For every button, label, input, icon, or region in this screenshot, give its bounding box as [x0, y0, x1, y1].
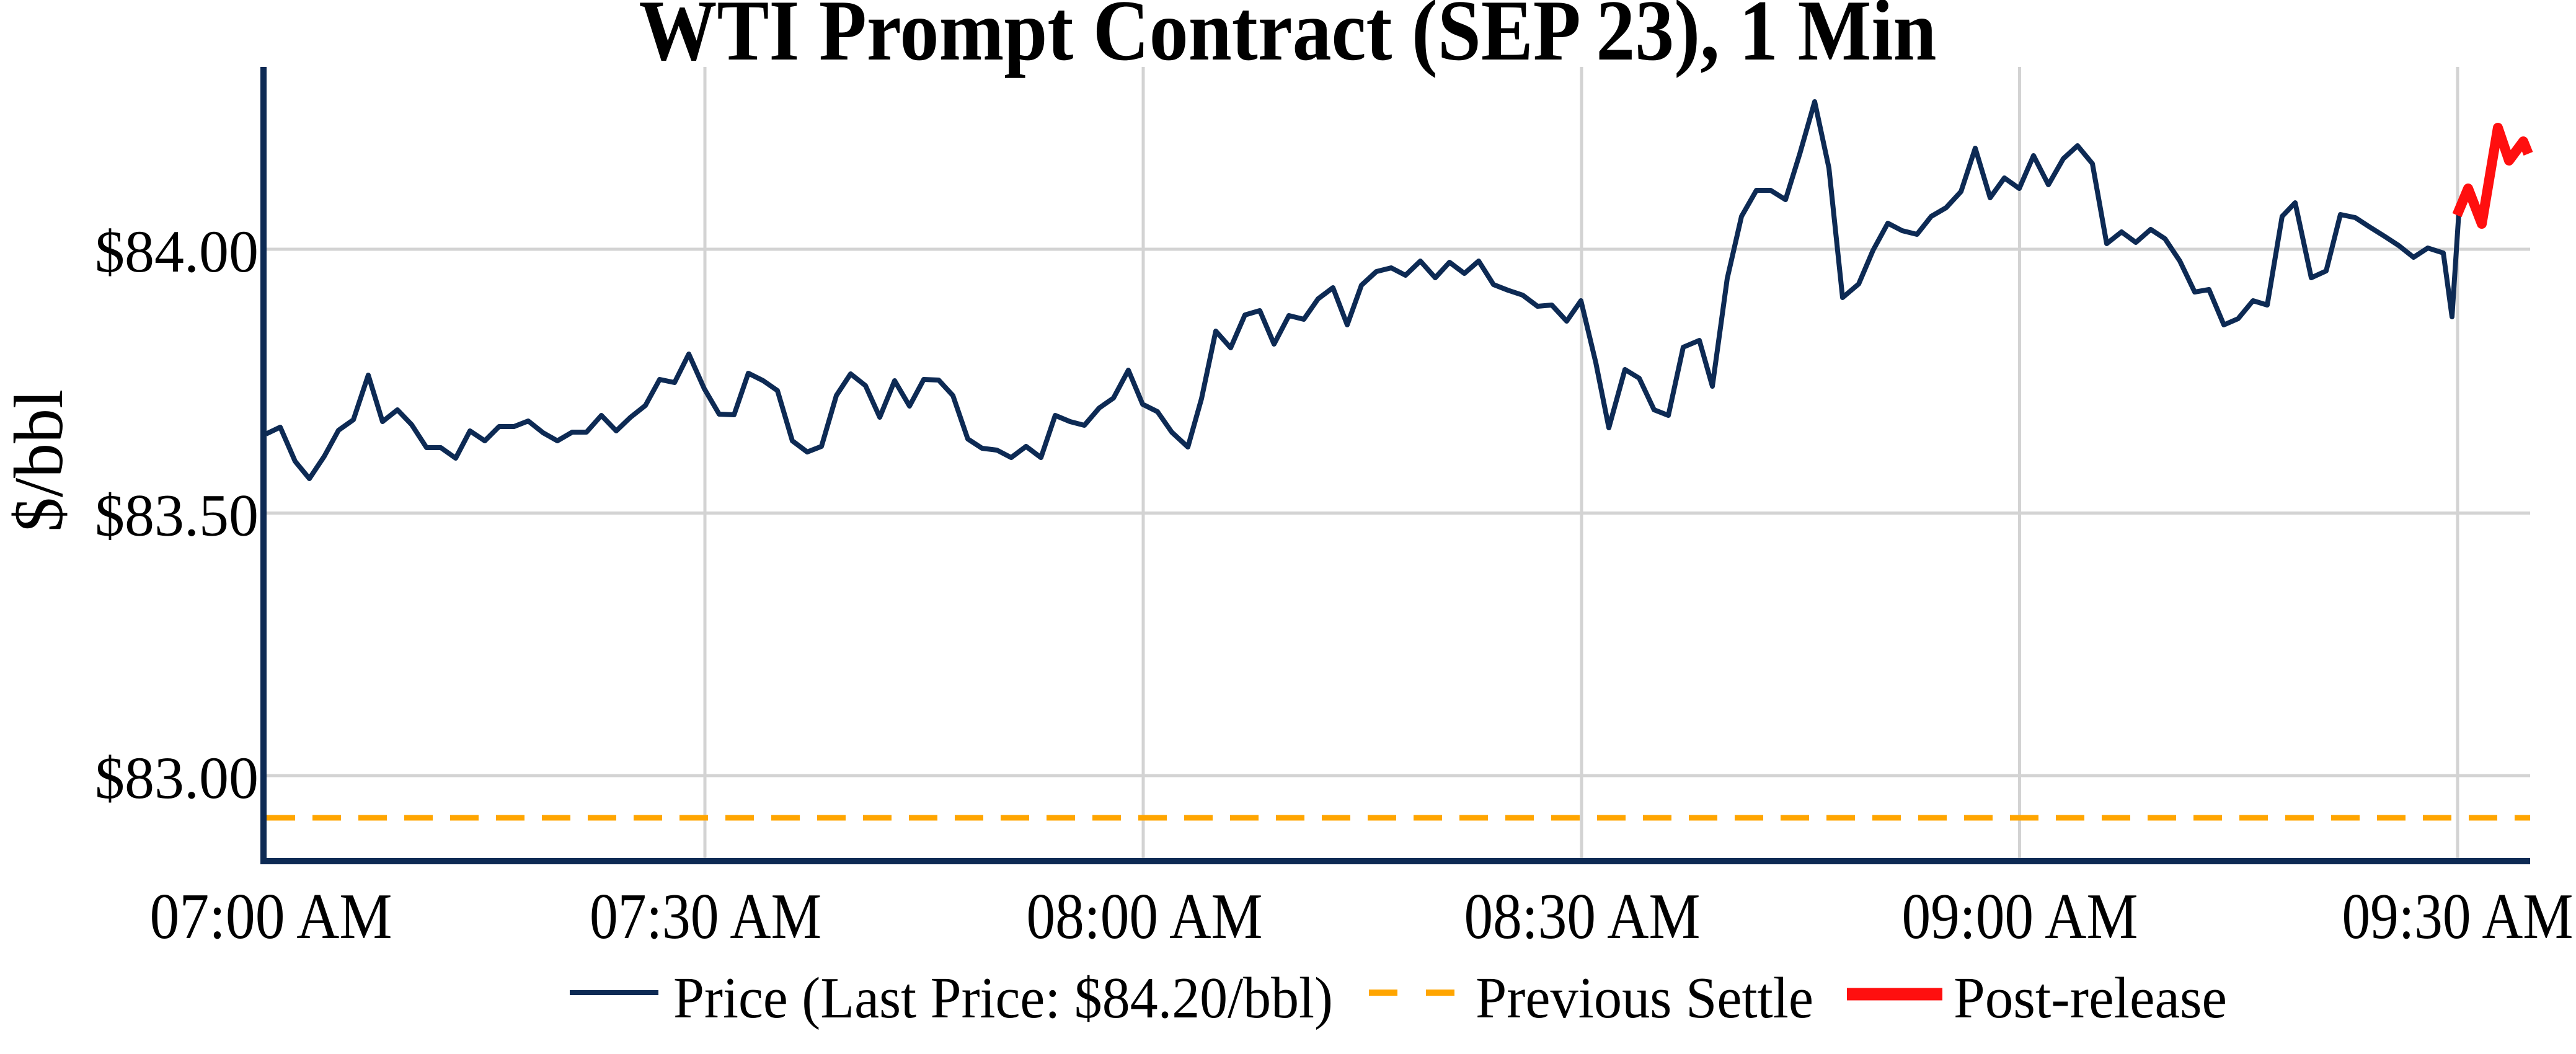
svg-text:09:30 AM: 09:30 AM: [2342, 880, 2574, 952]
svg-text:08:00 AM: 08:00 AM: [1027, 880, 1263, 952]
svg-text:07:00 AM: 07:00 AM: [150, 880, 392, 952]
svg-text:09:00 AM: 09:00 AM: [1902, 880, 2138, 952]
svg-text:WTI Prompt Contract (SEP 23),: WTI Prompt Contract (SEP 23), 1 Min: [639, 0, 1937, 79]
svg-text:$83.50: $83.50: [95, 482, 259, 549]
svg-text:Post-release: Post-release: [1954, 966, 2227, 1030]
svg-text:$/bbl: $/bbl: [1, 389, 77, 532]
svg-text:Previous Settle: Previous Settle: [1476, 966, 1813, 1030]
svg-text:08:30 AM: 08:30 AM: [1464, 880, 1701, 952]
svg-text:07:30 AM: 07:30 AM: [590, 880, 821, 952]
svg-text:$84.00: $84.00: [95, 218, 259, 285]
svg-text:$83.00: $83.00: [95, 745, 259, 811]
svg-text:Price (Last Price: $84.20/bbl): Price (Last Price: $84.20/bbl): [673, 966, 1333, 1030]
